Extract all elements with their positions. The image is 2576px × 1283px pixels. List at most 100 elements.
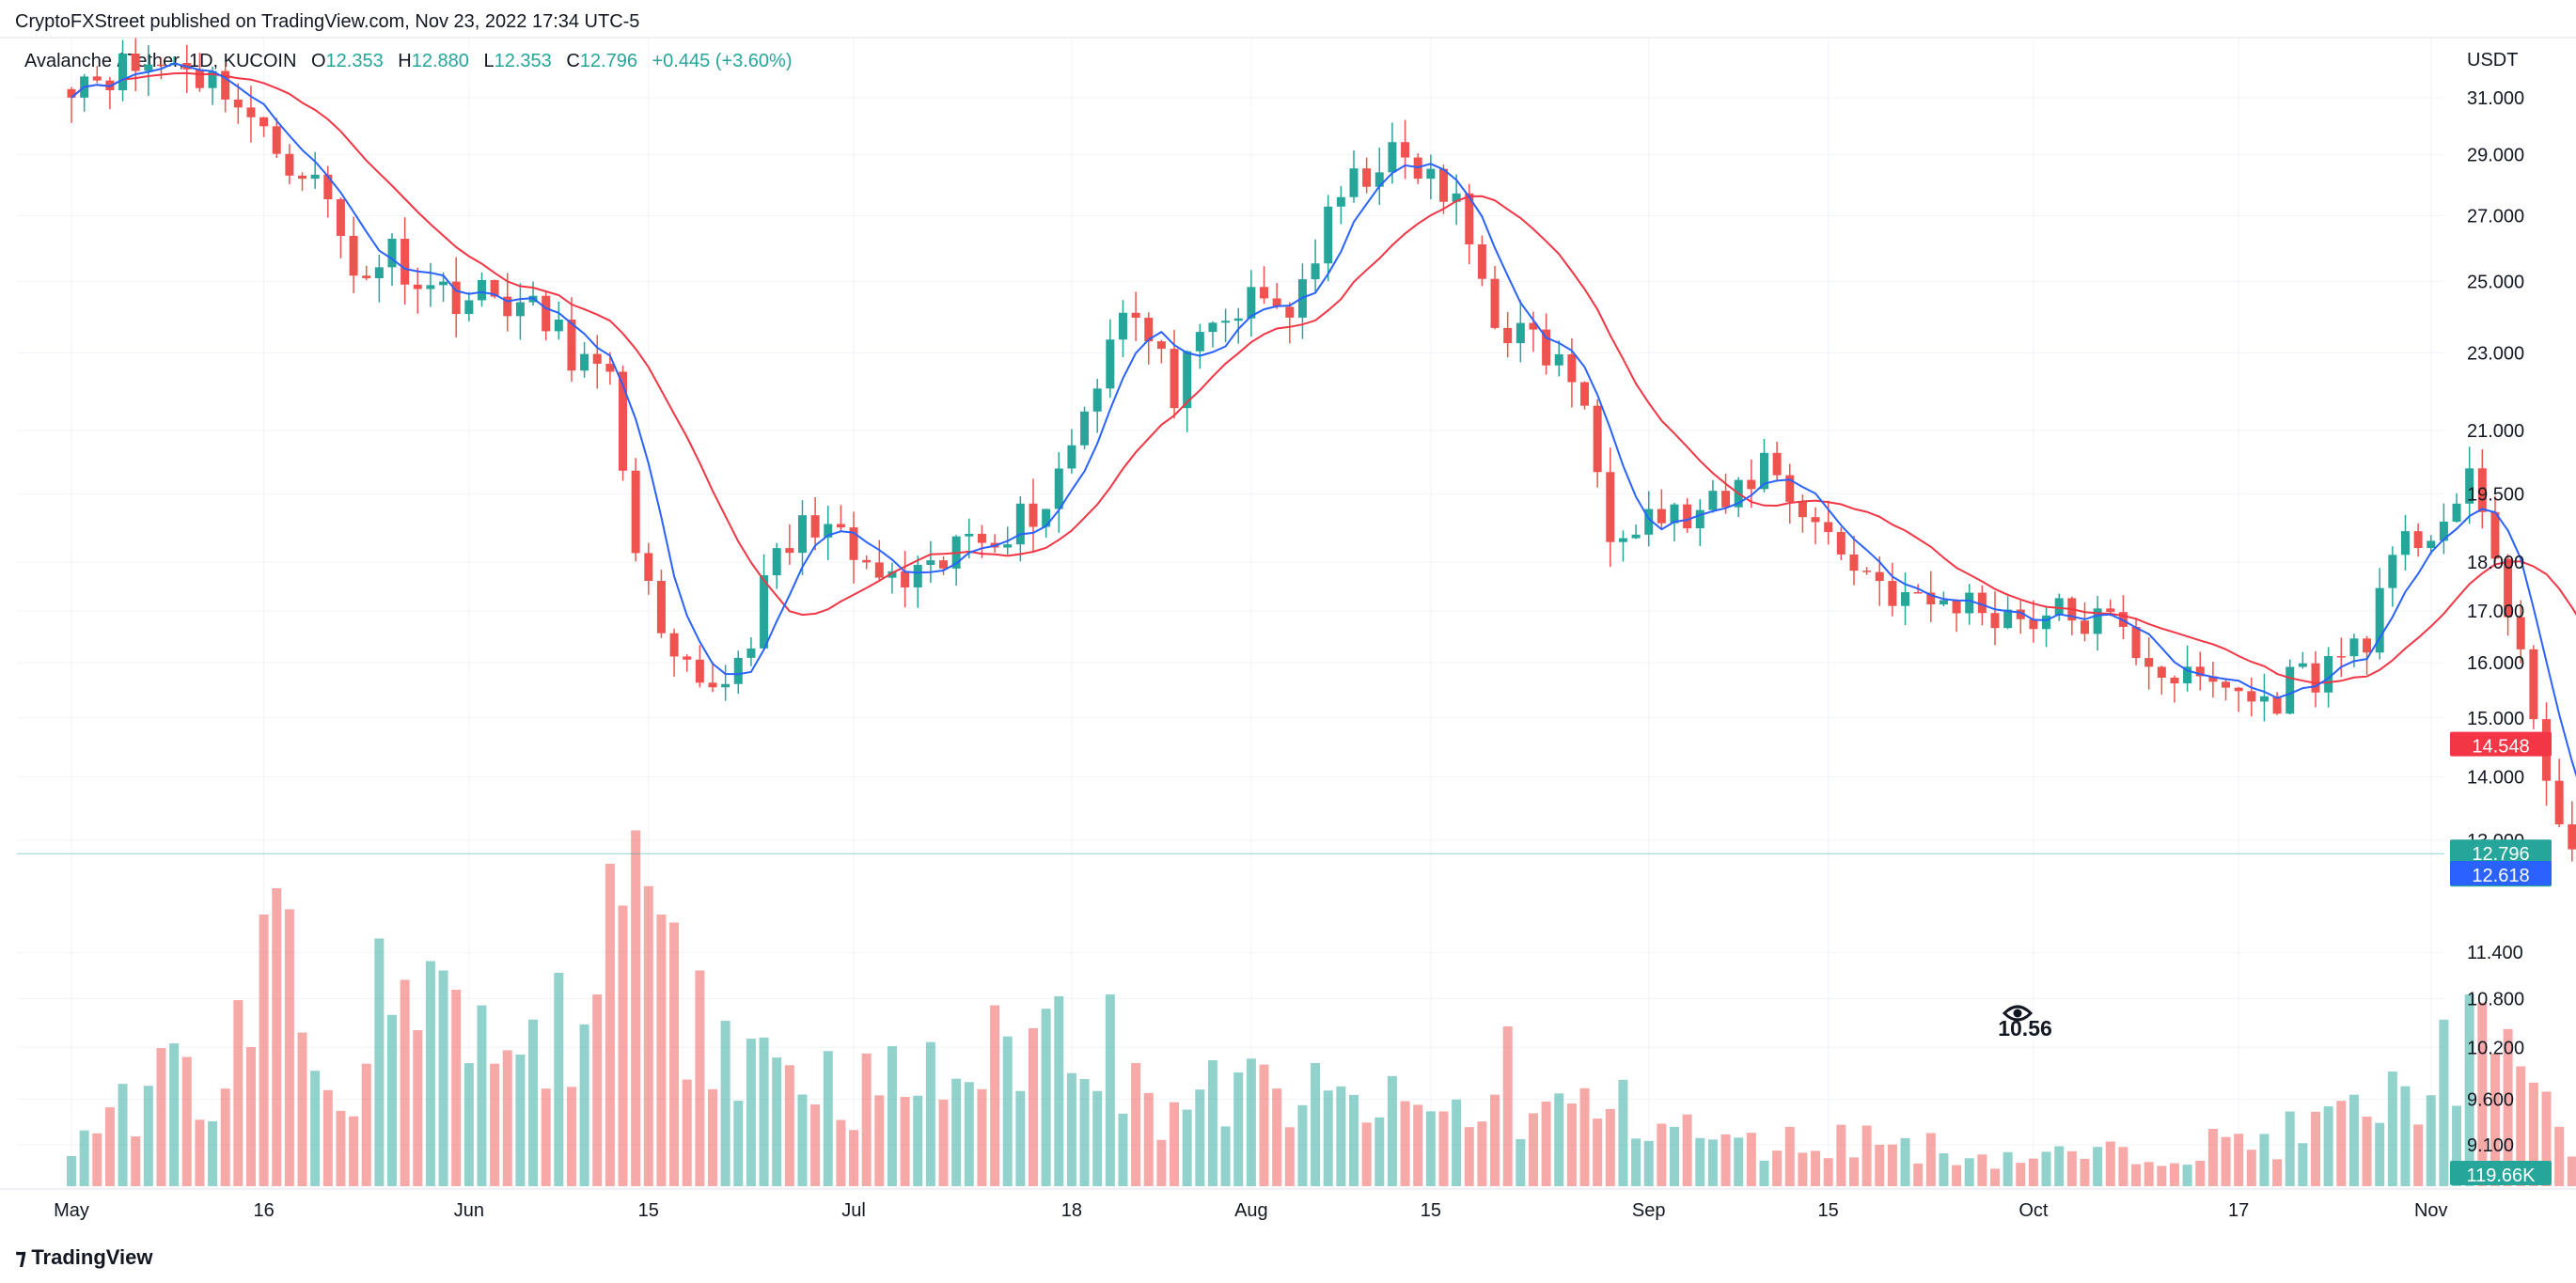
candle-body (503, 296, 512, 317)
candle-body (656, 580, 666, 634)
candle-body (1426, 168, 1436, 180)
candle-body (567, 320, 576, 371)
candle-body (1516, 322, 1525, 344)
volume-bar (823, 1051, 833, 1186)
volume-bar (1925, 1133, 1936, 1186)
time-tick-label: Jun (454, 1200, 484, 1221)
volume-bar (2400, 1086, 2411, 1186)
candle-body (1593, 405, 1602, 473)
candle-body (1374, 172, 1384, 187)
volume-bar (1079, 1079, 1090, 1186)
volume-bar (861, 1053, 872, 1186)
candle-body (2413, 531, 2423, 549)
annotation[interactable]: 10.56 (1998, 1005, 2052, 1040)
candle-body (401, 238, 410, 285)
volume-bar (528, 1019, 539, 1186)
candle-body (1324, 206, 1333, 264)
candle-body (605, 364, 615, 372)
volume-bar (2477, 1002, 2488, 1186)
tradingview-logo[interactable]: ⁊ TradingView (15, 1244, 153, 1271)
high-label: H (398, 51, 412, 71)
candle-body (1849, 554, 1859, 571)
price-tick-label: 19.500 (2467, 484, 2524, 505)
candle-body (580, 353, 589, 371)
volume-bar (810, 1104, 821, 1186)
volume-bar (1092, 1090, 1103, 1186)
volume-bar (272, 887, 282, 1186)
price-tick-label: 25.000 (2467, 273, 2524, 293)
price-tick-label: 27.000 (2467, 207, 2524, 227)
volume-bar (1836, 1124, 1846, 1186)
volume-bar (2362, 1117, 2372, 1186)
volume-bar (900, 1097, 910, 1186)
last-price-badge-text: 12.796 (2472, 844, 2529, 865)
volume-bar (2016, 1163, 2026, 1186)
candle-body (1438, 168, 1448, 202)
volume-bar (1798, 1152, 1808, 1186)
publisher-line: CryptoFXStreet published on TradingView.… (15, 11, 640, 32)
candle-body (1131, 312, 1140, 319)
candle-body (1233, 318, 1243, 321)
volume-bar (1349, 1094, 1359, 1186)
price-tick-label: 31.000 (2467, 88, 2524, 109)
candle-body (631, 470, 640, 554)
candle-body (849, 527, 858, 560)
candle-body (785, 548, 794, 554)
candle-body (1888, 581, 1897, 606)
volume-bar (1593, 1119, 1603, 1186)
volume-bar (708, 1088, 717, 1186)
candle-body (2452, 503, 2461, 522)
time-axis[interactable]: May16Jun15Jul18Aug15Sep15Oct17Nov15Dec15… (54, 1200, 2576, 1221)
candle-body (1349, 168, 1359, 197)
candle-body (1824, 522, 1833, 532)
volume-bar (2003, 1151, 2013, 1186)
tradingview-brand: TradingView (31, 1244, 153, 1269)
candle-body (1465, 193, 1474, 244)
volume-bar (1554, 1093, 1564, 1186)
volume-bar (259, 915, 269, 1186)
symbol-title[interactable]: Avalanche / Tether, 1D, KUCOIN (24, 51, 297, 71)
volume-bar (1695, 1137, 1705, 1186)
candle-body (1529, 322, 1538, 330)
candle-body (2195, 666, 2205, 677)
volume-bar (438, 970, 448, 1186)
volume-bar (1848, 1157, 1859, 1186)
candle-body (2093, 608, 2102, 634)
volume-bar (1657, 1123, 1667, 1186)
candle-body (2272, 696, 2282, 714)
candle-body (1311, 263, 1320, 280)
volume-bar (746, 1039, 756, 1186)
volume-bar (1374, 1117, 1385, 1186)
candle-body (1195, 332, 1204, 352)
candle-body (1798, 501, 1807, 518)
volume-bar (2375, 1122, 2385, 1186)
volume-bar (233, 1000, 243, 1186)
volume-bar (2387, 1072, 2397, 1186)
candle-body (1015, 503, 1025, 545)
candle-body (1721, 491, 1731, 508)
time-tick-label: 15 (1421, 1200, 1441, 1221)
candle-body (965, 533, 974, 537)
price-tick-label: 9.100 (2467, 1135, 2514, 1156)
candle-body (1477, 243, 1486, 279)
candle-body (1683, 504, 1692, 529)
candle-body (2336, 656, 2346, 658)
volume-bar (310, 1071, 321, 1186)
volume-bar (1939, 1152, 1949, 1186)
volume-bar (2131, 1164, 2142, 1186)
price-tick-label: 14.000 (2467, 767, 2524, 788)
candle-body (1875, 571, 1884, 582)
candle-body (1542, 329, 1551, 366)
volume-bar (2207, 1128, 2218, 1186)
volume-bar (1631, 1138, 1641, 1186)
price-axis[interactable]: USDT 31.000 29.000 27.000 25.000 23.000 21.00… (2467, 50, 2524, 1156)
candle-body (554, 320, 563, 332)
candle-body (2131, 626, 2141, 659)
candle-body (1067, 445, 1076, 469)
volume-bar (772, 1057, 782, 1186)
volume-bar (990, 1005, 1000, 1186)
volume-bar (1015, 1090, 1026, 1186)
volume-bar (1182, 1109, 1192, 1186)
